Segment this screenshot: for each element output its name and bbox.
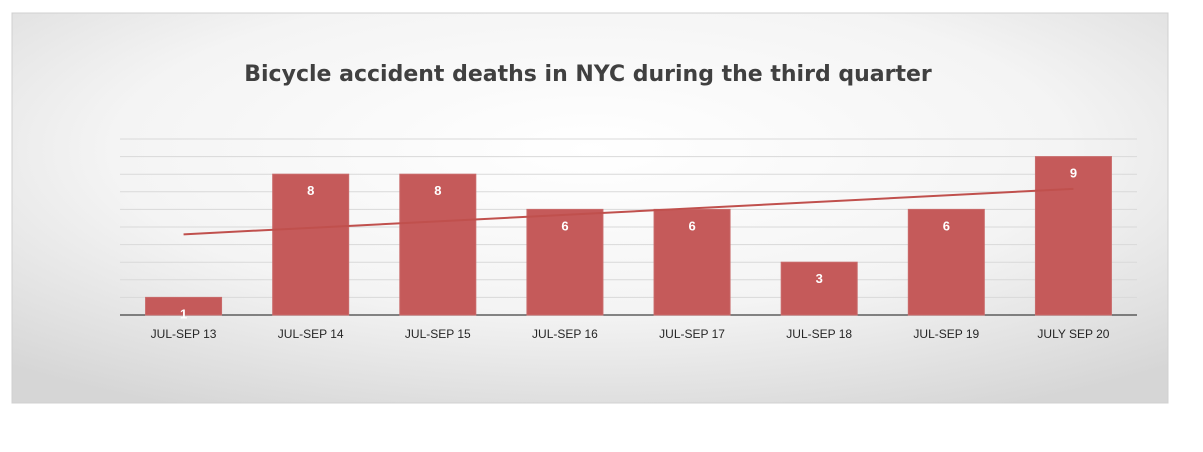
trendline [183,187,1074,236]
data-label: 6 [943,218,950,233]
chart-area [11,12,1169,404]
data-label: 8 [434,183,441,198]
bar [526,208,604,316]
data-label: 3 [816,271,823,286]
data-label: 9 [1070,166,1077,181]
x-tick-label: JULY SEP 20 [1037,327,1109,341]
bar [145,296,223,316]
data-label: 8 [307,183,314,198]
x-tick-label: JUL-SEP 17 [659,327,725,341]
bar [907,208,985,316]
trendline-group [183,187,1074,236]
x-tick-label: JUL-SEP 19 [913,327,979,341]
chart-title: Bicycle accident deaths in NYC during th… [244,62,932,87]
x-tick-label: JUL-SEP 18 [786,327,852,341]
data-label: 6 [688,218,695,233]
data-label: 6 [561,218,568,233]
bar [653,208,731,316]
data-label: 1 [180,306,187,321]
x-tick-label: JUL-SEP 14 [278,327,344,341]
bar [272,173,350,316]
bar [780,261,858,316]
bars [145,156,1112,316]
x-tick-label: JUL-SEP 15 [405,327,471,341]
x-tick-label: JUL-SEP 16 [532,327,598,341]
x-tick-labels: JUL-SEP 13 JUL-SEP 14 JUL-SEP 15 JUL-SEP 16… [151,327,1110,341]
x-tick-label: JUL-SEP 13 [151,327,217,341]
bar [1034,156,1112,316]
bar [399,173,477,316]
data-labels: 1 8 8 6 6 3 6 9 [180,166,1077,322]
